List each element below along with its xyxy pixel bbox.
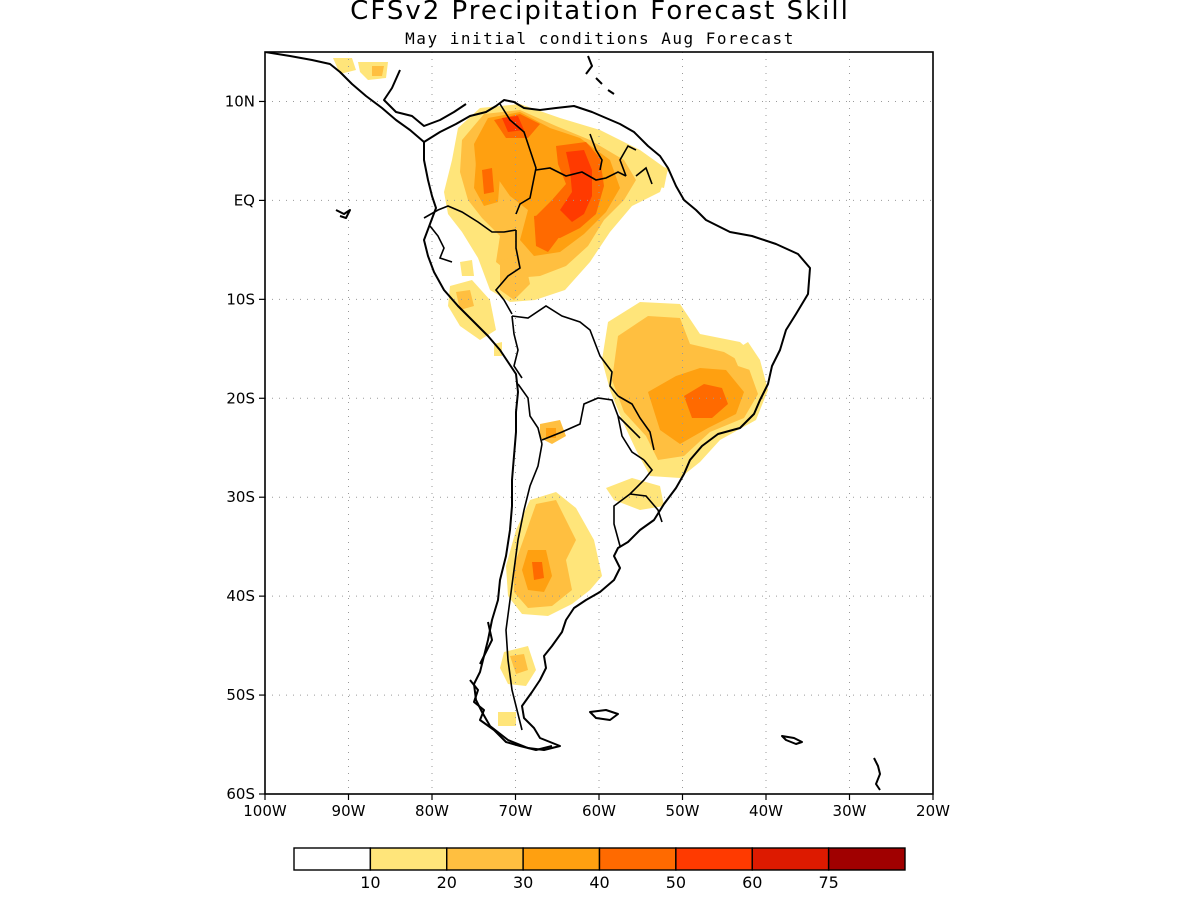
- lon-tick-label: 90W: [332, 802, 366, 820]
- lat-tick-label: 50S: [226, 686, 255, 704]
- border-brazil-bolivia: [511, 305, 619, 397]
- lat-tick-label: EQ: [234, 191, 255, 209]
- skill-region-peru-1: [448, 280, 496, 340]
- skill-region-peru-2: [456, 290, 474, 310]
- central-america-coast: [265, 52, 425, 143]
- skill-region-upper-amazon: [500, 256, 530, 300]
- border-ecuador-peru: [429, 225, 453, 263]
- lon-tick-label: 40W: [749, 802, 783, 820]
- border-venezuela-brazil: [535, 167, 627, 181]
- skill-region-patagonia-2: [510, 654, 528, 674]
- colorbar-label: 10: [360, 873, 380, 892]
- colorbar-swatch: [446, 847, 524, 871]
- south-america-coast: [423, 99, 811, 751]
- border-bolivia-paraguay-argentina: [541, 397, 645, 461]
- lon-tick-label: 20W: [916, 802, 950, 820]
- central-america-north-coast: [383, 69, 467, 127]
- galapagos-islands: [335, 209, 351, 219]
- coastlines: [265, 52, 881, 791]
- lat-tick-label: 30S: [226, 488, 255, 506]
- lon-tick-label: 70W: [499, 802, 533, 820]
- colorbar-label: 20: [437, 873, 457, 892]
- border-colombia-venezuela: [499, 103, 537, 215]
- colorbar-label: 40: [589, 873, 609, 892]
- border-suriname-french-guiana: [635, 166, 653, 185]
- border-uruguay: [629, 493, 663, 523]
- colorbar-swatch: [827, 847, 906, 871]
- lat-tick-label: 20S: [226, 389, 255, 407]
- border-colombia-ecuador-peru: [423, 205, 517, 233]
- colorbar-labels: 10 20 30 40 50 60 75: [360, 873, 839, 892]
- axis-ticks: [259, 100, 934, 800]
- skill-shading: [333, 58, 768, 726]
- colorbar-swatch: [293, 847, 372, 871]
- colorbar-swatch: [369, 847, 448, 871]
- lat-tick-label: 40S: [226, 587, 255, 605]
- lat-tick-label: 10S: [226, 290, 255, 308]
- skill-region-peru-3: [460, 260, 474, 276]
- border-paraguay-brazil: [617, 395, 655, 451]
- border-venezuela-guyana: [589, 133, 603, 171]
- lat-tick-label: 10N: [225, 92, 255, 110]
- skill-region-brazil-east: [732, 342, 760, 372]
- south-georgia-island: [781, 735, 803, 745]
- lon-tick-label: 60W: [582, 802, 616, 820]
- border-peru-bolivia: [511, 315, 523, 379]
- border-chile-bolivia-argentina: [517, 383, 543, 445]
- colorbar-label: 50: [666, 873, 686, 892]
- border-paraguay-interior: [617, 415, 641, 439]
- colorbar-swatch: [675, 847, 753, 871]
- lon-tick-label: 80W: [415, 802, 449, 820]
- tierra-del-fuego: [469, 679, 553, 751]
- skill-region-west-amazon-50: [482, 168, 494, 194]
- country-borders: [423, 103, 663, 731]
- lat-tick-label: 60S: [226, 785, 255, 803]
- border-guyana-suriname: [619, 144, 637, 177]
- lon-tick-label: 100W: [243, 802, 287, 820]
- border-chile-argentina: [505, 443, 543, 731]
- skill-region-guyana: [644, 164, 668, 188]
- skill-region-brazil-50: [684, 384, 728, 418]
- skill-region-central-amazon-50: [534, 214, 560, 252]
- colorbar-swatch: [598, 847, 677, 871]
- skill-region-central-america-3: [372, 66, 384, 76]
- longitude-labels: 100W 90W 80W 70W 60W 50W 40W 30W 20W: [243, 802, 950, 820]
- falkland-islands: [589, 709, 619, 721]
- lon-tick-label: 50W: [666, 802, 700, 820]
- colorbar-swatch: [522, 847, 601, 871]
- south-sandwich-islands: [873, 757, 881, 791]
- colorbar: [293, 847, 906, 871]
- map-subtitle: May initial conditions Aug Forecast: [405, 29, 795, 48]
- caribbean-islands: [585, 55, 615, 95]
- colorbar-swatch: [751, 847, 830, 871]
- skill-region-argentina-50: [532, 562, 544, 580]
- border-brazil-peru: [494, 230, 521, 315]
- colorbar-label: 75: [818, 873, 838, 892]
- skill-region-north-60: [502, 116, 592, 222]
- map-title: CFSv2 Precipitation Forecast Skill: [350, 0, 850, 26]
- skill-region-patagonia-3: [498, 712, 516, 726]
- lon-tick-label: 30W: [833, 802, 867, 820]
- chiloe-archipelago: [479, 621, 493, 665]
- latitude-labels: 10N EQ 10S 20S 30S 40S 50S 60S: [225, 92, 255, 803]
- colorbar-label: 30: [513, 873, 533, 892]
- skill-region-central-america-1: [333, 58, 356, 74]
- colorbar-label: 60: [742, 873, 762, 892]
